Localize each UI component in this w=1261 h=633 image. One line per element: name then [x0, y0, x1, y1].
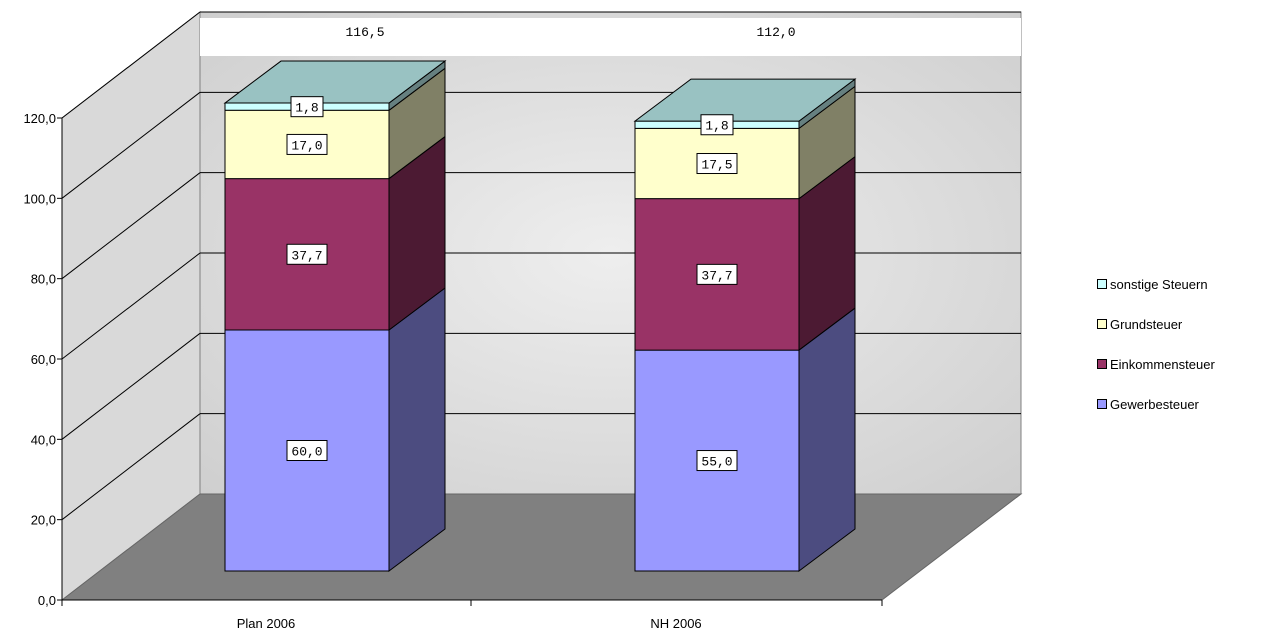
- data-label-text: 55,0: [701, 455, 732, 470]
- bars: 60,0 37,7 17,0 1,8 55,0 37,7 17,5 1,8: [223, 60, 857, 572]
- data-label-text: 37,7: [701, 268, 732, 283]
- data-label-text: 60,0: [291, 445, 322, 460]
- data-label: 60,0: [286, 440, 328, 461]
- data-label-box: [700, 114, 734, 136]
- legend-item: Grundsteuer: [1097, 310, 1261, 338]
- gridline-side: [61, 172, 201, 280]
- y-axis-ticks: 0,0 20,0 40,0 60,0 80,0 100,0 120,0: [23, 111, 62, 608]
- legend-label: Einkommensteuer: [1110, 356, 1215, 372]
- data-label: 17,5: [696, 153, 738, 175]
- legend-swatch: [1097, 399, 1107, 409]
- y-tick-label: 100,0: [23, 191, 56, 206]
- bar-side: [798, 307, 856, 572]
- legend-swatch: [1097, 319, 1107, 329]
- y-tick-label: 0,0: [38, 593, 56, 608]
- data-label-text: 17,0: [291, 138, 322, 153]
- legend-swatch: [1097, 279, 1107, 289]
- gridline-side: [61, 252, 201, 360]
- y-tick-label: 60,0: [31, 352, 56, 367]
- data-label-text: 1,8: [705, 119, 728, 134]
- bar-side: [388, 287, 446, 572]
- data-label-box: [286, 440, 328, 461]
- data-label: 37,7: [696, 263, 738, 285]
- legend-label: Gewerbesteuer: [1110, 396, 1199, 412]
- legend-item: Einkommensteuer: [1097, 350, 1261, 378]
- data-label-box: [696, 450, 738, 472]
- legend: sonstige Steuern Grundsteuer Einkommensteu…: [1097, 270, 1261, 430]
- y-tick-label: 120,0: [23, 111, 56, 126]
- legend-swatch: [1097, 359, 1107, 369]
- data-label: 55,0: [696, 450, 738, 472]
- legend-item: Gewerbesteuer: [1097, 390, 1261, 418]
- gridline-side: [61, 413, 201, 521]
- total-label: 116,5: [345, 25, 384, 40]
- bar-top: [223, 60, 447, 104]
- bar-top: [633, 78, 857, 122]
- x-category-label: Plan 2006: [237, 616, 296, 631]
- data-label-box: [286, 133, 328, 155]
- x-category-label: NH 2006: [650, 616, 701, 631]
- y-tick-label: 40,0: [31, 432, 56, 447]
- data-label-box: [286, 243, 328, 265]
- floor: [60, 493, 1023, 601]
- total-label: 112,0: [756, 25, 795, 40]
- legend-label: Grundsteuer: [1110, 316, 1183, 332]
- data-label-box: [696, 263, 738, 285]
- data-label-text: 37,7: [291, 248, 322, 263]
- legend-label: sonstige Steuern: [1110, 276, 1208, 292]
- data-label-text: 17,5: [701, 158, 732, 173]
- data-label: 1,8: [290, 96, 324, 118]
- legend-item: sonstige Steuern: [1097, 270, 1261, 298]
- data-label-text: 1,8: [295, 101, 318, 116]
- gridline-side: [61, 332, 201, 440]
- data-label: 17,0: [286, 133, 328, 155]
- data-label-box: [290, 96, 324, 118]
- total-label-strip: [200, 18, 1021, 56]
- x-axis-categories: Plan 2006 NH 2006: [61, 600, 883, 631]
- gridline-side: [61, 91, 201, 199]
- y-tick-label: 20,0: [31, 513, 56, 528]
- totals: 116,5 112,0: [345, 25, 795, 40]
- data-label: 37,7: [286, 243, 328, 265]
- gridline-side: [61, 11, 201, 119]
- data-label-box: [696, 153, 738, 175]
- y-tick-label: 80,0: [31, 272, 56, 287]
- data-label: 1,8: [700, 114, 734, 136]
